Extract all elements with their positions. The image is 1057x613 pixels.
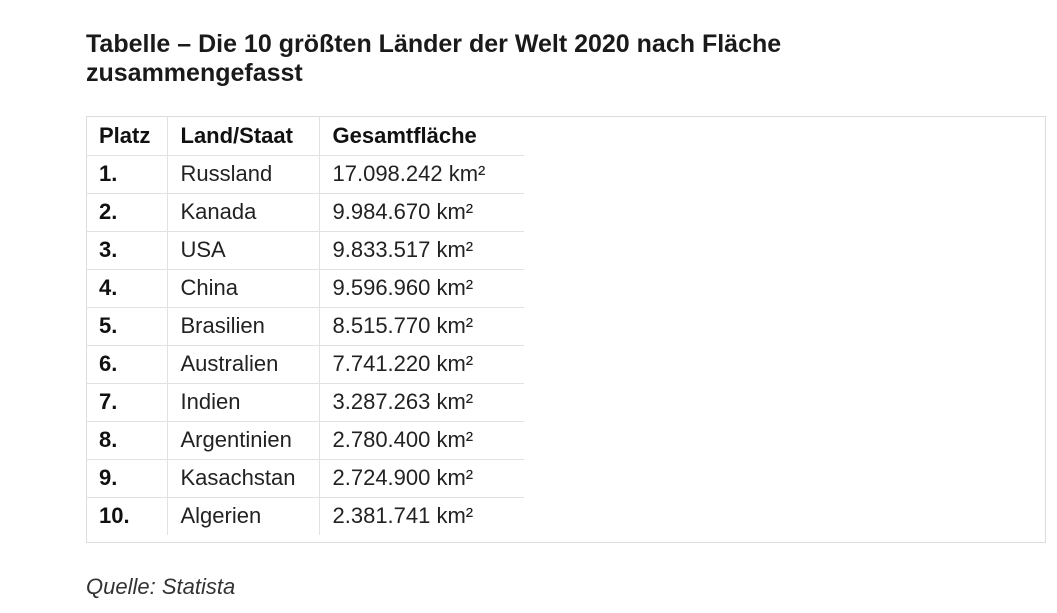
cell-area: 9.596.960 km² [318, 268, 524, 307]
cell-rank: 9. [86, 458, 167, 497]
source-note: Quelle: Statista [86, 574, 236, 599]
cell-area: 9.833.517 km² [318, 230, 524, 269]
cell-rank: 10. [86, 496, 167, 535]
cell-rank: 5. [86, 306, 167, 345]
table-header-row: Platz Land/Staat Gesamtfläche [86, 117, 524, 155]
header-platz: Platz [99, 122, 151, 148]
cell-land: China [166, 268, 319, 307]
cell-land: Algerien [166, 496, 319, 535]
table-row: 1. Russland 17.098.242 km² [86, 154, 524, 193]
table-row: 2. Kanada 9.984.670 km² [86, 192, 524, 231]
table-row: 5. Brasilien 8.515.770 km² [86, 306, 524, 345]
table-row: 7. Indien 3.287.263 km² [86, 382, 524, 421]
cell-area: 9.984.670 km² [318, 192, 524, 231]
cell-rank: 6. [86, 344, 167, 383]
cell-area: 2.381.741 km² [318, 496, 524, 535]
header-gesamtflaeche: Gesamtfläche [318, 117, 524, 155]
cell-land: Brasilien [166, 306, 319, 345]
cell-area: 2.724.900 km² [318, 458, 524, 497]
header-land-staat: Land/Staat [166, 117, 319, 155]
cell-rank: 2. [86, 192, 167, 231]
table-row: 4. China 9.596.960 km² [86, 268, 524, 307]
cell-land: Kanada [166, 192, 319, 231]
table-row: 9. Kasachstan 2.724.900 km² [86, 458, 524, 497]
table-row: 10. Algerien 2.381.741 km² [86, 496, 524, 535]
table-row: 3. USA 9.833.517 km² [86, 230, 524, 269]
cell-area: 3.287.263 km² [318, 382, 524, 421]
cell-area: 17.098.242 km² [318, 154, 524, 193]
cell-land: Kasachstan [166, 458, 319, 497]
cell-rank: 3. [86, 230, 167, 269]
cell-land: Argentinien [166, 420, 319, 459]
cell-rank: 4. [86, 268, 167, 307]
cell-rank: 1. [86, 154, 167, 193]
page-title: Tabelle – Die 10 größten Länder der Welt… [86, 30, 782, 87]
table-row: 6. Australien 7.741.220 km² [86, 344, 524, 383]
cell-land: Russland [166, 154, 319, 193]
cell-land: Indien [166, 382, 319, 421]
cell-area: 7.741.220 km² [318, 344, 524, 383]
cell-area: 8.515.770 km² [318, 306, 524, 345]
cell-rank: 8. [86, 420, 167, 459]
cell-rank: 7. [86, 382, 167, 421]
countries-table: Platz Land/Staat Gesamtfläche 1. Russlan… [86, 117, 524, 535]
table-row: 8. Argentinien 2.780.400 km² [86, 420, 524, 459]
cell-land: Australien [166, 344, 319, 383]
cell-land: USA [166, 230, 319, 269]
cell-area: 2.780.400 km² [318, 420, 524, 459]
